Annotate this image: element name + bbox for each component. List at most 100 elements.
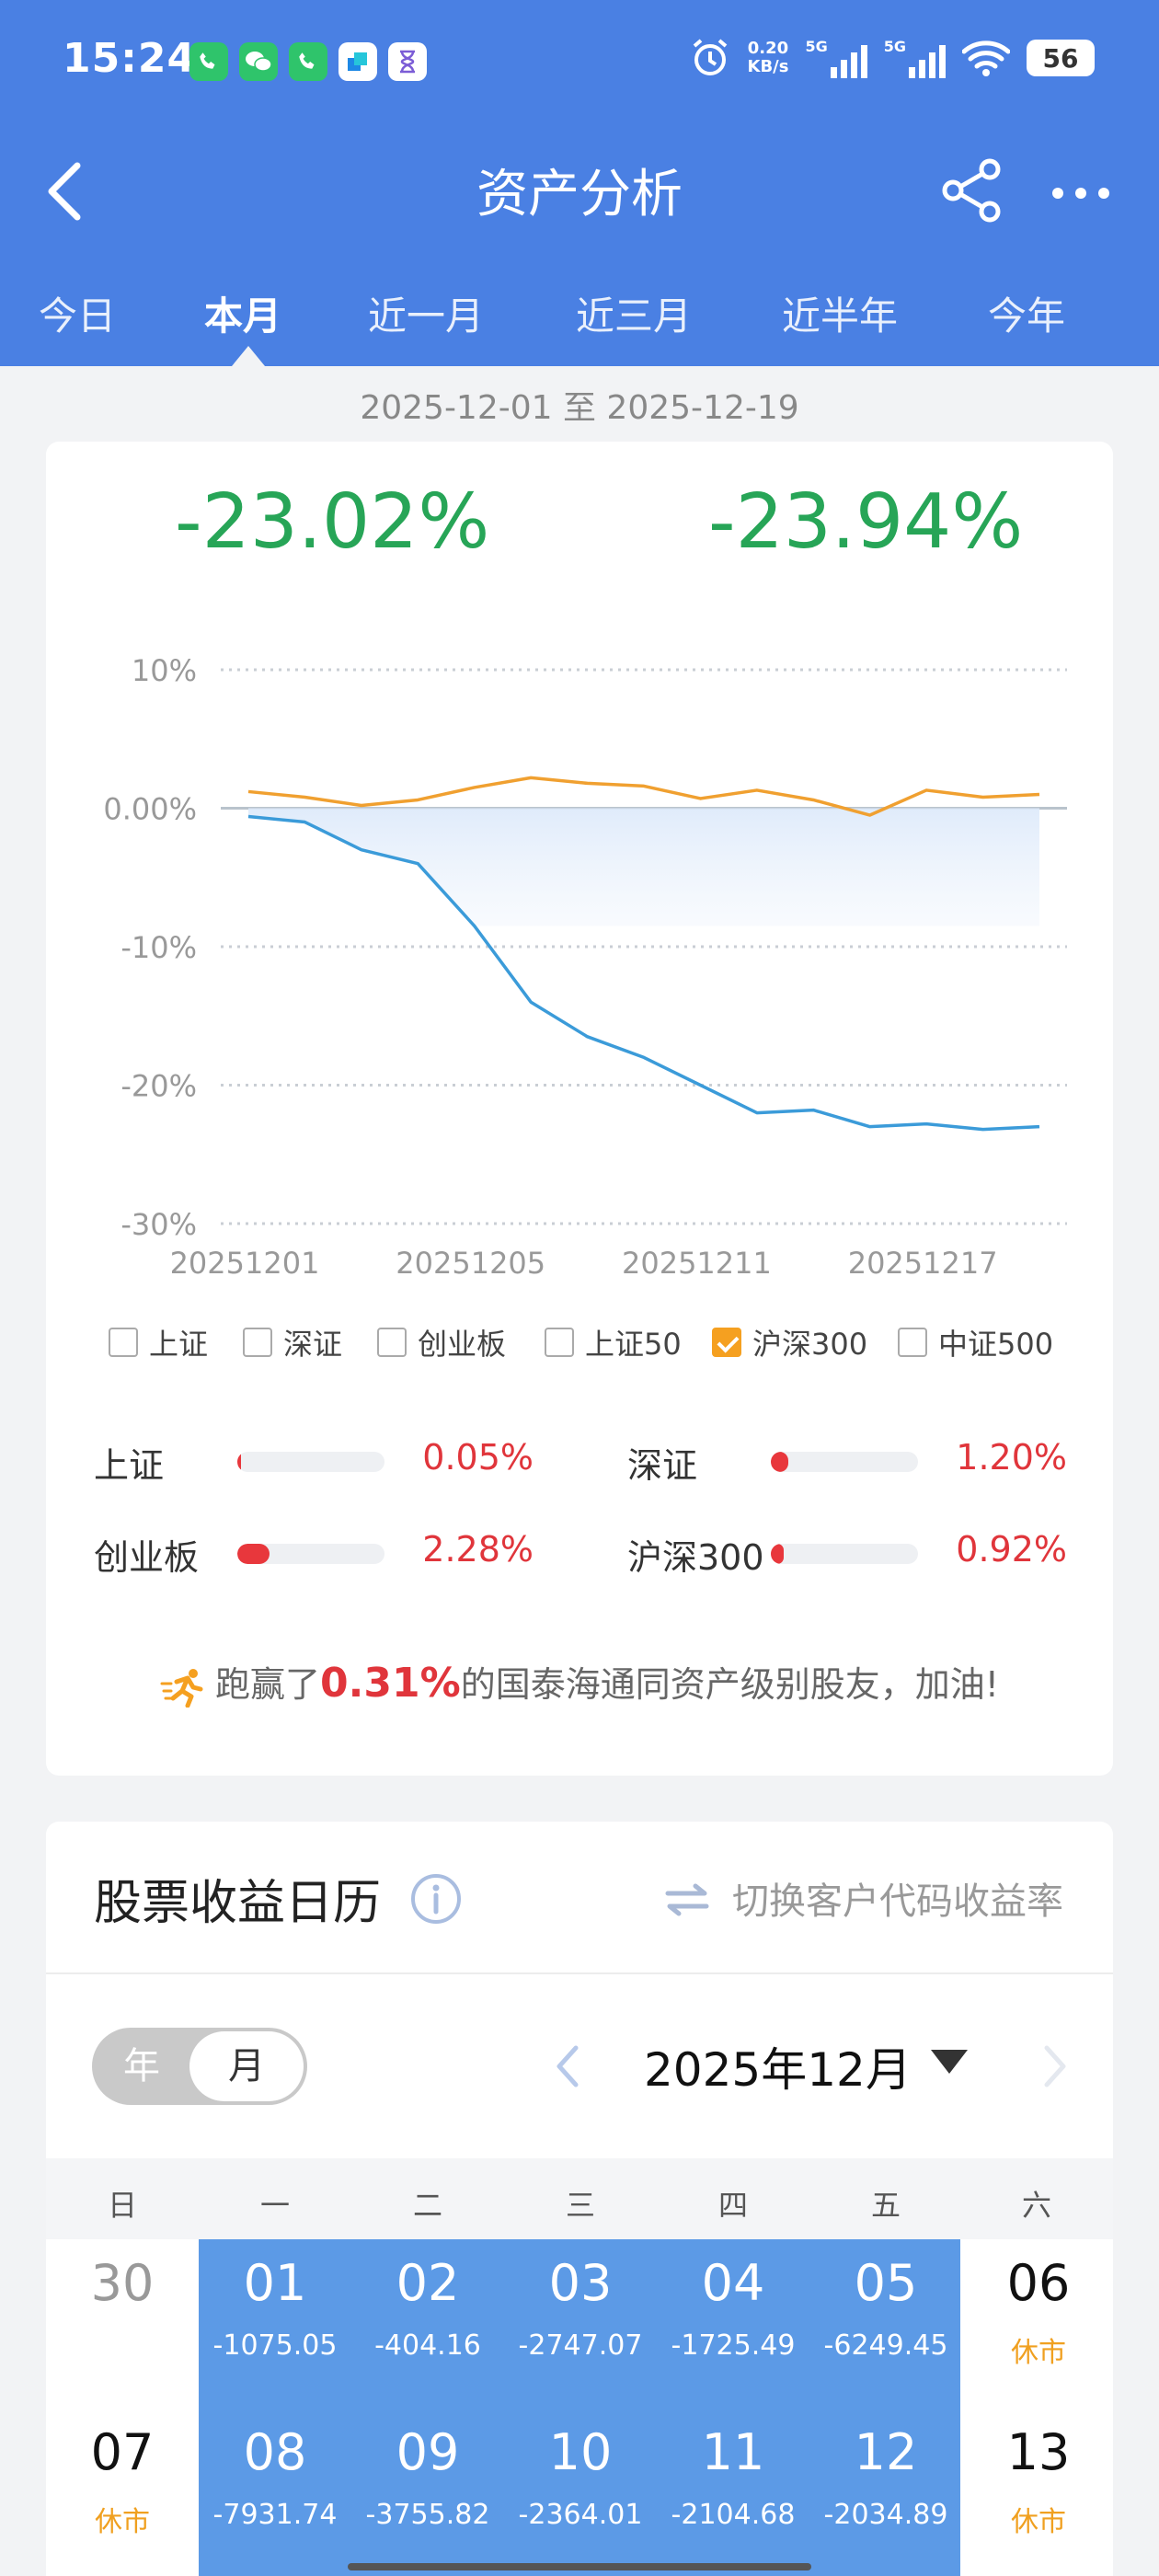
signal-label: 5G bbox=[883, 38, 906, 55]
checkbox-checked-icon[interactable] bbox=[712, 1328, 741, 1357]
app-icon bbox=[339, 42, 377, 81]
date-range: 2025-12-01 至 2025-12-19 bbox=[360, 389, 799, 427]
index-return-value: 1.20% bbox=[956, 1437, 1067, 1478]
switch-client-code-link[interactable]: 切换客户代码收益率 bbox=[732, 1880, 1063, 1923]
y-tick-label: -30% bbox=[120, 1207, 197, 1242]
beat-summary: 跑赢了0.31%的国泰海通同资产级别股友，加油! bbox=[0, 1656, 1159, 1708]
back-arrow-icon[interactable] bbox=[37, 155, 92, 228]
calendar-day-number: 10 bbox=[548, 2423, 613, 2481]
calendar-day-number: 07 bbox=[90, 2423, 155, 2481]
calendar-day[interactable]: 30 bbox=[46, 2256, 199, 2329]
calendar-day[interactable]: 05 -6249.45 bbox=[809, 2254, 962, 2363]
calendar-day[interactable]: 08 -7931.74 bbox=[199, 2425, 351, 2532]
weekday-fri: 五 bbox=[870, 2188, 901, 2223]
tab-last-half-year[interactable]: 近半年 bbox=[782, 293, 899, 339]
notification-icons bbox=[189, 42, 427, 81]
signal-bars-icon bbox=[830, 45, 867, 78]
index-checkbox-label: 中证500 bbox=[938, 1327, 1054, 1362]
checkbox-icon[interactable] bbox=[243, 1328, 272, 1357]
tab-today[interactable]: 今日 bbox=[39, 293, 117, 339]
market-closed-label: 休市 bbox=[1011, 2506, 1066, 2538]
tab-this-year[interactable]: 今年 bbox=[988, 293, 1066, 339]
calendar-day-number: 04 bbox=[701, 2254, 765, 2312]
index-return-bar-fill bbox=[237, 1544, 270, 1564]
calendar-day-profit: -1725.49 bbox=[671, 2329, 796, 2362]
index-return-bar bbox=[237, 1452, 384, 1472]
toggle-year[interactable]: 年 bbox=[123, 2045, 160, 2087]
more-icon[interactable] bbox=[1049, 184, 1113, 202]
hourglass-icon bbox=[388, 42, 427, 81]
chevron-left-icon[interactable] bbox=[548, 2039, 585, 2094]
signal-bars-icon bbox=[909, 45, 946, 78]
calendar-day-number: 13 bbox=[1006, 2423, 1071, 2481]
calendar-day-profit: -2104.68 bbox=[671, 2499, 796, 2531]
active-tab-indicator bbox=[232, 346, 265, 366]
calendar-day-number: 01 bbox=[243, 2254, 307, 2312]
signal-label: 5G bbox=[805, 38, 828, 55]
home-indicator[interactable] bbox=[348, 2563, 811, 2570]
battery-indicator: 56 bbox=[1027, 40, 1095, 76]
calendar-day-number: 05 bbox=[854, 2254, 918, 2312]
calendar-day-number: 06 bbox=[1006, 2254, 1071, 2312]
calendar-day[interactable]: 11 -2104.68 bbox=[657, 2425, 809, 2532]
calendar-day-profit: -2747.07 bbox=[518, 2329, 643, 2362]
switch-arrows-icon[interactable] bbox=[664, 1877, 710, 1923]
calendar-day[interactable]: 13 休市 bbox=[962, 2425, 1115, 2539]
calendar-day[interactable]: 10 -2364.01 bbox=[504, 2423, 657, 2532]
month-label[interactable]: 2025年12月 bbox=[644, 2043, 912, 2097]
index-checkbox[interactable]: 沪深300 bbox=[712, 1321, 867, 1363]
calendar-day-profit: -6249.45 bbox=[823, 2329, 948, 2362]
calendar-day[interactable]: 12 -2034.89 bbox=[809, 2425, 962, 2532]
index-name: 沪深300 bbox=[627, 1537, 764, 1578]
index-checkbox-label: 沪深300 bbox=[752, 1327, 868, 1362]
trading-days-highlight bbox=[199, 2239, 960, 2576]
checkbox-icon[interactable] bbox=[377, 1328, 407, 1357]
calendar-day-profit: -3755.82 bbox=[365, 2499, 490, 2531]
alarm-icon bbox=[693, 39, 727, 75]
header: 15:24 0.20 KB/s 5G bbox=[0, 0, 1159, 366]
index-checkbox[interactable]: 中证500 bbox=[898, 1321, 1053, 1363]
calendar-day[interactable]: 07 休市 bbox=[46, 2425, 199, 2539]
checkbox-icon[interactable] bbox=[545, 1328, 574, 1357]
index-name: 上证 bbox=[94, 1445, 165, 1486]
calendar-day-profit: -1075.05 bbox=[212, 2329, 338, 2362]
status-right: 0.20 KB/s 5G 5G 56 bbox=[689, 37, 1095, 79]
calendar-day[interactable]: 04 -1725.49 bbox=[657, 2254, 809, 2363]
share-icon[interactable] bbox=[940, 158, 1004, 223]
y-tick-label: -10% bbox=[120, 930, 197, 965]
calendar-day[interactable]: 09 -3755.82 bbox=[351, 2425, 504, 2532]
calendar-day-number: 02 bbox=[396, 2254, 460, 2312]
calendar-day-profit: -404.16 bbox=[374, 2329, 481, 2362]
index-checkbox[interactable]: 上证50 bbox=[545, 1321, 682, 1363]
checkbox-icon[interactable] bbox=[109, 1328, 138, 1357]
calendar-day[interactable]: 01 -1075.05 bbox=[199, 2254, 351, 2363]
calendar-day[interactable]: 03 -2747.07 bbox=[504, 2256, 657, 2363]
tab-this-month[interactable]: 本月 bbox=[204, 293, 282, 339]
index-return-bar bbox=[771, 1544, 918, 1564]
divider bbox=[46, 1972, 1113, 1974]
beat-pct: 0.31% bbox=[320, 1660, 461, 1707]
tab-last-three-months[interactable]: 近三月 bbox=[576, 293, 693, 339]
index-return-bar bbox=[771, 1452, 918, 1472]
checkbox-icon[interactable] bbox=[898, 1328, 927, 1357]
calendar-day[interactable]: 02 -404.16 bbox=[351, 2254, 504, 2363]
index-checkbox[interactable]: 创业板 bbox=[377, 1321, 506, 1363]
index-name: 创业板 bbox=[94, 1537, 200, 1578]
index-return-value: 0.05% bbox=[422, 1437, 534, 1478]
chevron-right-icon[interactable] bbox=[1038, 2039, 1074, 2094]
weekday-tue: 二 bbox=[412, 2188, 442, 2223]
weekday-wed: 三 bbox=[565, 2188, 595, 2223]
index-checkbox[interactable]: 上证 bbox=[109, 1321, 208, 1363]
tab-last-month[interactable]: 近一月 bbox=[368, 293, 485, 339]
toggle-month[interactable]: 月 bbox=[189, 2031, 304, 2101]
signal-2: 5G bbox=[884, 38, 946, 78]
weekday-sat: 六 bbox=[1021, 2188, 1051, 2223]
caret-down-icon[interactable] bbox=[929, 2048, 970, 2076]
calendar-day[interactable]: 06 休市 bbox=[962, 2256, 1115, 2370]
phone-icon bbox=[289, 42, 327, 81]
info-icon[interactable] bbox=[410, 1873, 462, 1925]
year-month-toggle[interactable]: 年 月 bbox=[92, 2028, 307, 2105]
index-checkbox[interactable]: 深证 bbox=[243, 1321, 342, 1363]
status-time: 15:24 bbox=[63, 35, 197, 82]
x-tick-label: 20251205 bbox=[396, 1246, 545, 1281]
